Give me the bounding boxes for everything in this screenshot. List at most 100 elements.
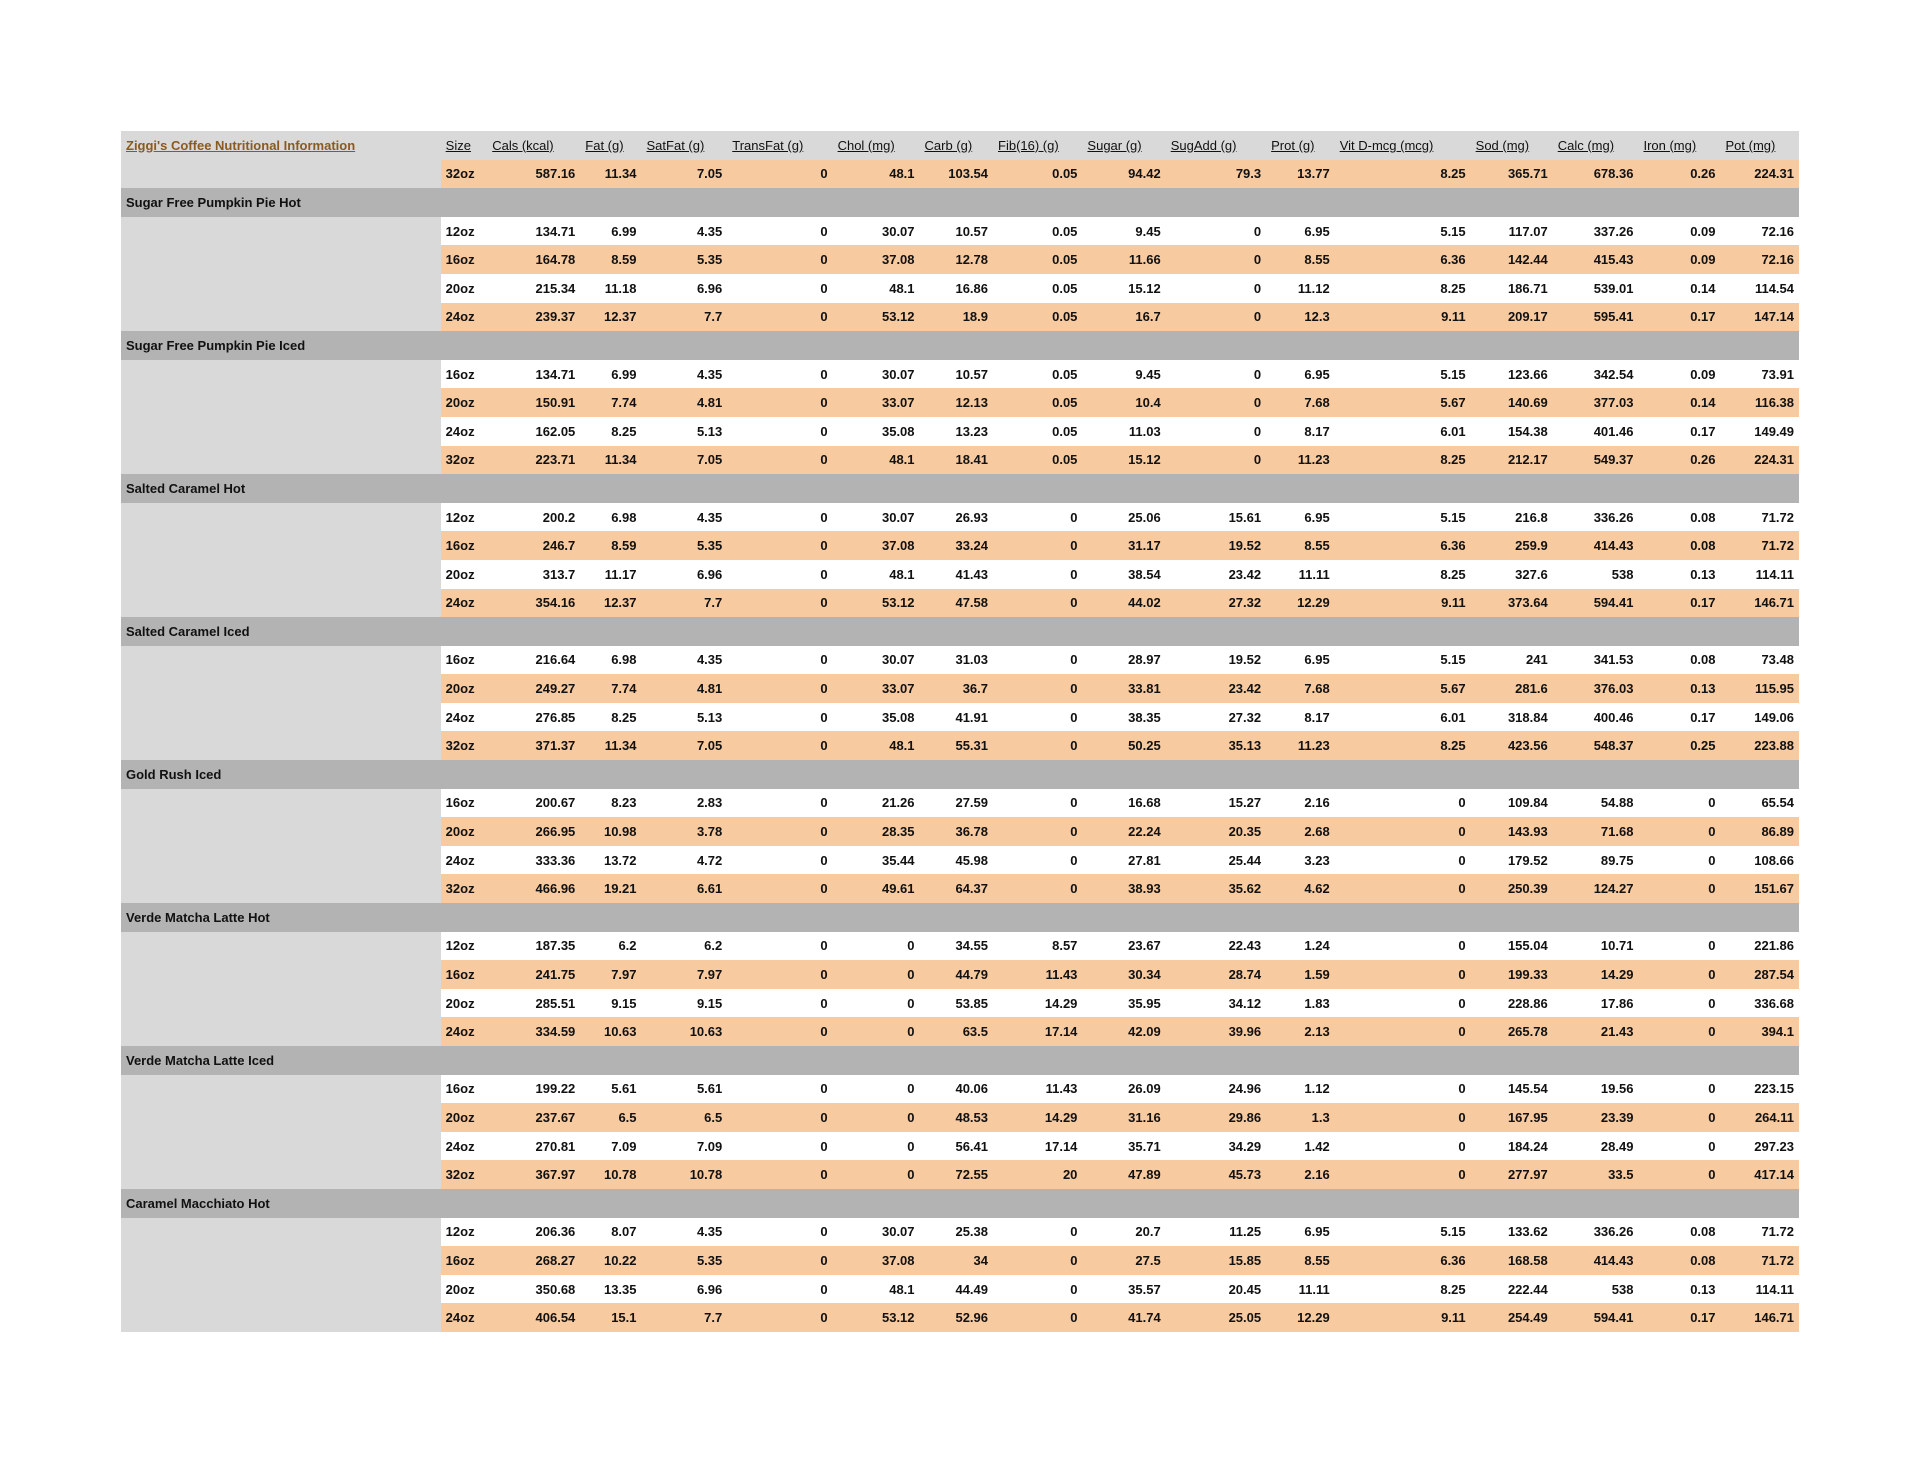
- value-cell: 0.14: [1638, 388, 1721, 417]
- value-cell: 0: [1638, 1160, 1721, 1189]
- value-cell: 0: [1638, 817, 1721, 846]
- value-cell: 417.14: [1720, 1160, 1799, 1189]
- column-header: Calc (mg): [1552, 131, 1639, 160]
- value-cell: 0: [1165, 216, 1267, 246]
- value-cell: 5.15: [1334, 1217, 1471, 1247]
- size-cell: 20oz: [440, 388, 488, 417]
- table-row: 20oz 350.68 13.35 6.96 0 48.1 44.49 0 35.57 20.45…: [121, 1274, 1799, 1304]
- value-cell: 0: [727, 702, 833, 732]
- value-cell: 538: [1552, 1274, 1639, 1304]
- value-cell: 5.13: [641, 702, 728, 732]
- value-cell: 114.54: [1720, 273, 1799, 303]
- value-cell: 0: [727, 359, 833, 389]
- value-cell: 11.11: [1266, 1274, 1335, 1304]
- value-cell: 21.26: [832, 788, 920, 818]
- value-cell: 38.35: [1082, 702, 1166, 732]
- column-header: SatFat (g): [641, 131, 728, 160]
- value-cell: 0: [727, 1303, 833, 1332]
- value-cell: 0: [993, 588, 1083, 618]
- size-cell: 20oz: [440, 1103, 488, 1132]
- value-cell: 187.35: [487, 931, 581, 961]
- value-cell: 21.43: [1552, 1017, 1639, 1046]
- value-cell: 134.71: [487, 359, 581, 389]
- value-cell: 34: [919, 1246, 994, 1275]
- value-cell: 0: [1334, 931, 1471, 961]
- table-row: 24oz 333.36 13.72 4.72 0 35.44 45.98 0 27.81 25.4…: [121, 845, 1799, 875]
- product-group-row: Caramel Macchiato Hot: [121, 1188, 1799, 1218]
- value-cell: 27.59: [919, 788, 994, 818]
- value-cell: 0: [1165, 388, 1267, 417]
- value-cell: 28.74: [1165, 960, 1267, 989]
- table-row: 32oz 223.71 11.34 7.05 0 48.1 18.41 0.05 15.12 0 1…: [121, 445, 1799, 475]
- value-cell: 259.9: [1470, 531, 1553, 560]
- product-group-row: Verde Matcha Latte Hot: [121, 903, 1799, 932]
- product-label-cell: [121, 588, 441, 618]
- value-cell: 79.3: [1165, 159, 1267, 189]
- product-label-cell: [121, 988, 441, 1018]
- value-cell: 35.62: [1165, 874, 1267, 904]
- value-cell: 0: [993, 559, 1083, 589]
- value-cell: 0: [993, 531, 1083, 560]
- value-cell: 367.97: [487, 1160, 581, 1189]
- column-header: Sugar (g): [1082, 131, 1166, 160]
- value-cell: 0: [1165, 302, 1267, 332]
- value-cell: 0: [727, 731, 833, 761]
- value-cell: 5.67: [1334, 674, 1471, 703]
- product-group-row: Salted Caramel Hot: [121, 474, 1799, 503]
- value-cell: 15.61: [1165, 502, 1267, 532]
- value-cell: 11.23: [1266, 445, 1335, 475]
- value-cell: 0: [727, 416, 833, 446]
- value-cell: 0: [832, 988, 920, 1018]
- value-cell: 186.71: [1470, 273, 1553, 303]
- product-label-cell: [121, 1246, 441, 1275]
- value-cell: 0: [727, 988, 833, 1018]
- value-cell: 8.25: [1334, 445, 1471, 475]
- value-cell: 33.07: [832, 674, 920, 703]
- product-label-cell: [121, 702, 441, 732]
- value-cell: 27.32: [1165, 588, 1267, 618]
- value-cell: 7.97: [641, 960, 728, 989]
- value-cell: 0: [1165, 359, 1267, 389]
- value-cell: 0: [1334, 874, 1471, 904]
- value-cell: 250.39: [1470, 874, 1553, 904]
- value-cell: 0: [727, 216, 833, 246]
- table-row: 20oz 215.34 11.18 6.96 0 48.1 16.86 0.05 15.12 0 1…: [121, 273, 1799, 303]
- value-cell: 0: [1334, 817, 1471, 846]
- value-cell: 12.78: [919, 245, 994, 274]
- product-label-cell: [121, 788, 441, 818]
- value-cell: 0: [993, 702, 1083, 732]
- value-cell: 6.96: [641, 559, 728, 589]
- value-cell: 0: [1334, 960, 1471, 989]
- column-header: Chol (mg): [832, 131, 920, 160]
- value-cell: 0: [727, 1103, 833, 1132]
- product-label-cell: [121, 874, 441, 904]
- table-row: 12oz 187.35 6.2 6.2 0 0 34.55 8.57 23.67 22.43 1.2…: [121, 931, 1799, 961]
- value-cell: 334.59: [487, 1017, 581, 1046]
- value-cell: 6.95: [1266, 645, 1335, 675]
- value-cell: 0: [832, 960, 920, 989]
- value-cell: 17.14: [993, 1017, 1083, 1046]
- value-cell: 394.1: [1720, 1017, 1799, 1046]
- value-cell: 0: [1334, 1017, 1471, 1046]
- value-cell: 5.15: [1334, 216, 1471, 246]
- value-cell: 19.52: [1165, 531, 1267, 560]
- value-cell: 41.74: [1082, 1303, 1166, 1332]
- value-cell: 6.01: [1334, 416, 1471, 446]
- value-cell: 28.49: [1552, 1131, 1639, 1161]
- product-group-row: Gold Rush Iced: [121, 760, 1799, 789]
- value-cell: 147.14: [1720, 302, 1799, 332]
- product-label-cell: [121, 645, 441, 675]
- value-cell: 47.89: [1082, 1160, 1166, 1189]
- value-cell: 11.34: [580, 159, 642, 189]
- value-cell: 7.97: [580, 960, 642, 989]
- value-cell: 53.85: [919, 988, 994, 1018]
- value-cell: 6.36: [1334, 245, 1471, 274]
- value-cell: 17.86: [1552, 988, 1639, 1018]
- value-cell: 48.53: [919, 1103, 994, 1132]
- value-cell: 47.58: [919, 588, 994, 618]
- table-row: 20oz 313.7 11.17 6.96 0 48.1 41.43 0 38.54 23.42 1…: [121, 559, 1799, 589]
- value-cell: 239.37: [487, 302, 581, 332]
- value-cell: 3.23: [1266, 845, 1335, 875]
- value-cell: 48.1: [832, 445, 920, 475]
- value-cell: 7.05: [641, 159, 728, 189]
